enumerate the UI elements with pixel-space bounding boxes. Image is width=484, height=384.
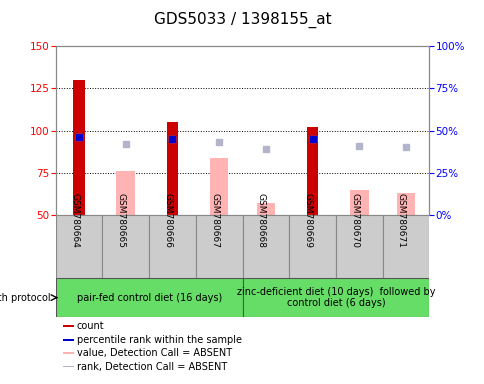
Text: GSM780666: GSM780666 — [163, 193, 172, 248]
Text: GSM780665: GSM780665 — [117, 193, 125, 248]
Bar — [102, 215, 149, 278]
Text: growth protocol: growth protocol — [0, 293, 51, 303]
Bar — [116, 171, 135, 215]
Bar — [63, 366, 75, 367]
Bar — [349, 190, 368, 215]
Bar — [396, 193, 414, 215]
Text: pair-fed control diet (16 days): pair-fed control diet (16 days) — [76, 293, 221, 303]
Bar — [288, 215, 335, 278]
Text: GSM780670: GSM780670 — [349, 193, 359, 248]
Bar — [56, 215, 102, 278]
Bar — [149, 215, 196, 278]
Text: GSM780671: GSM780671 — [396, 193, 405, 248]
Bar — [63, 352, 75, 354]
Bar — [256, 203, 274, 215]
Text: GSM780669: GSM780669 — [303, 193, 312, 248]
Bar — [63, 325, 75, 327]
Text: percentile rank within the sample: percentile rank within the sample — [76, 334, 241, 345]
Bar — [382, 215, 428, 278]
Bar — [210, 157, 228, 215]
Bar — [242, 215, 288, 278]
Bar — [73, 80, 85, 215]
Text: GSM780668: GSM780668 — [257, 193, 265, 248]
Bar — [196, 215, 242, 278]
Bar — [166, 122, 178, 215]
Bar — [306, 127, 318, 215]
Text: GSM780667: GSM780667 — [210, 193, 219, 248]
Text: GDS5033 / 1398155_at: GDS5033 / 1398155_at — [153, 12, 331, 28]
Bar — [63, 339, 75, 341]
Bar — [242, 278, 428, 317]
Bar — [335, 215, 382, 278]
Text: count: count — [76, 321, 104, 331]
Text: value, Detection Call = ABSENT: value, Detection Call = ABSENT — [76, 348, 231, 358]
Text: zinc-deficient diet (10 days)  followed by
control diet (6 days): zinc-deficient diet (10 days) followed b… — [236, 287, 434, 308]
Text: rank, Detection Call = ABSENT: rank, Detection Call = ABSENT — [76, 361, 227, 372]
Text: GSM780664: GSM780664 — [70, 193, 79, 248]
Bar — [56, 278, 242, 317]
